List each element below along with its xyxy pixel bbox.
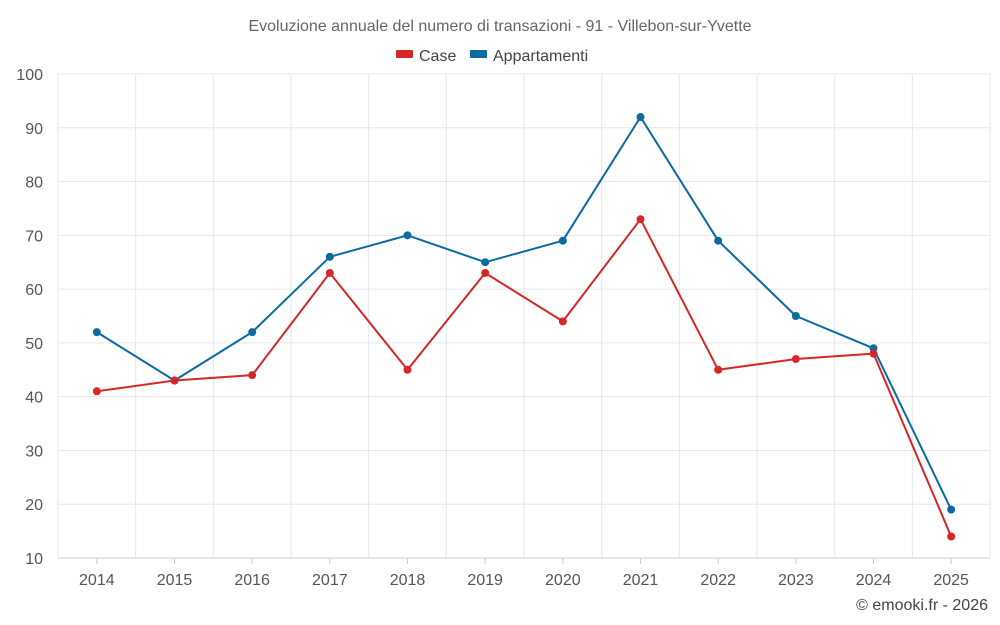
- data-point-case[interactable]: [791, 355, 800, 364]
- data-point-case[interactable]: [170, 376, 179, 385]
- legend-label-appartamenti[interactable]: Appartamenti: [493, 48, 588, 65]
- legend-swatch-appartamenti: [470, 50, 487, 58]
- credit-text: © emooki.fr - 2026: [856, 597, 988, 614]
- data-point-case[interactable]: [92, 387, 101, 396]
- data-point-case[interactable]: [248, 371, 257, 380]
- data-point-case[interactable]: [869, 349, 878, 358]
- legend-label-case[interactable]: Case: [419, 48, 456, 65]
- x-tick-label: 2019: [467, 572, 503, 589]
- data-point-case[interactable]: [636, 215, 645, 224]
- data-point-appartamenti[interactable]: [714, 236, 723, 245]
- x-tick-label: 2017: [312, 572, 348, 589]
- data-point-appartamenti[interactable]: [481, 258, 490, 267]
- series-line-appartamenti: [96, 116, 953, 511]
- data-point-case[interactable]: [714, 365, 723, 374]
- data-point-case[interactable]: [403, 365, 412, 374]
- data-point-case[interactable]: [947, 532, 956, 541]
- x-tick-label: 2024: [856, 572, 892, 589]
- data-point-appartamenti[interactable]: [636, 113, 645, 122]
- x-tick-label: 2020: [545, 572, 581, 589]
- data-point-appartamenti[interactable]: [325, 252, 334, 261]
- data-point-appartamenti[interactable]: [248, 328, 257, 337]
- x-tick-label: 2016: [234, 572, 270, 589]
- series-line-case: [96, 218, 953, 537]
- x-tick-label: 2018: [390, 572, 426, 589]
- y-tick-label: 100: [16, 67, 43, 84]
- x-tick-label: 2014: [79, 572, 115, 589]
- legend: Case Appartamenti: [396, 48, 588, 65]
- x-tick-label: 2022: [700, 572, 736, 589]
- series-group: [92, 113, 956, 541]
- chart-title: Evoluzione annuale del numero di transaz…: [248, 18, 751, 35]
- y-tick-label: 50: [25, 336, 43, 353]
- grid: [57, 73, 991, 558]
- data-point-case[interactable]: [325, 268, 334, 277]
- y-tick-label: 90: [25, 121, 43, 138]
- data-point-appartamenti[interactable]: [558, 236, 567, 245]
- y-tick-label: 10: [25, 551, 43, 568]
- x-tick-label: 2015: [157, 572, 193, 589]
- x-tick-label: 2025: [933, 572, 969, 589]
- data-point-appartamenti[interactable]: [947, 505, 956, 514]
- legend-swatch-case: [396, 50, 413, 58]
- axes: 10 20 30 40 50 60 70 80 90 100 2014 2015 2016 2017 201…: [16, 67, 990, 589]
- y-tick-label: 70: [25, 228, 43, 245]
- y-tick-label: 30: [25, 443, 43, 460]
- x-tick-label: 2021: [623, 572, 659, 589]
- data-point-case[interactable]: [481, 268, 490, 277]
- y-tick-label: 20: [25, 497, 43, 514]
- data-point-appartamenti[interactable]: [403, 231, 412, 240]
- data-point-appartamenti[interactable]: [92, 328, 101, 337]
- x-tick-label: 2023: [778, 572, 814, 589]
- y-tick-label: 60: [25, 282, 43, 299]
- y-tick-label: 80: [25, 175, 43, 192]
- y-tick-label: 40: [25, 390, 43, 407]
- data-point-appartamenti[interactable]: [791, 312, 800, 320]
- data-point-case[interactable]: [558, 317, 567, 326]
